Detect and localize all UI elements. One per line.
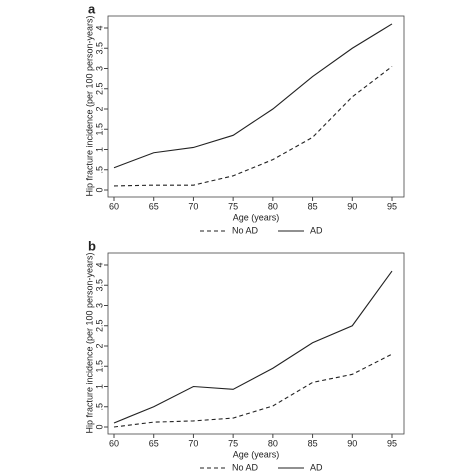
panel-label: a (88, 1, 96, 16)
y-tick-label: 4 (94, 262, 104, 267)
plot-frame (107, 15, 405, 198)
x-tick-label: 95 (387, 438, 397, 448)
y-tick-label: 2.5 (94, 82, 104, 95)
x-tick-label: 70 (188, 201, 198, 211)
y-tick-label: 0 (94, 187, 104, 192)
line-series (113, 66, 393, 187)
x-tick-label: 90 (347, 438, 357, 448)
y-tick-label: 2.5 (94, 319, 104, 332)
panel-label: b (88, 238, 96, 253)
y-tick-label: 4 (94, 25, 104, 30)
legend-label: AD (310, 462, 323, 472)
y-tick-label: .5 (94, 166, 104, 174)
x-tick-label: 80 (268, 201, 278, 211)
x-tick-label: 70 (188, 438, 198, 448)
legend-label: No AD (232, 462, 259, 472)
legend-label: No AD (232, 225, 259, 235)
y-tick-label: 3 (94, 303, 104, 308)
y-tick-label: 1 (94, 384, 104, 389)
y-tick-label: 3.5 (94, 42, 104, 55)
line-series (113, 353, 393, 428)
x-tick-label: 90 (347, 201, 357, 211)
y-tick-label: 2 (94, 343, 104, 348)
line-series (113, 270, 393, 424)
y-tick-label: 1 (94, 147, 104, 152)
x-axis-title: Age (years) (233, 449, 280, 459)
line-series (113, 23, 393, 169)
x-axis-title: Age (years) (233, 212, 280, 222)
y-axis-title: Hip fracture incidence (per 100 person-y… (84, 15, 94, 196)
y-tick-label: 0 (94, 424, 104, 429)
y-tick-label: 3.5 (94, 279, 104, 292)
y-tick-label: 2 (94, 106, 104, 111)
x-tick-label: 85 (308, 438, 318, 448)
x-tick-label: 75 (228, 201, 238, 211)
y-axis-title: Hip fracture incidence (per 100 person-y… (84, 252, 94, 433)
plot-frame (107, 252, 405, 435)
y-tick-label: 1.5 (94, 360, 104, 373)
x-tick-label: 65 (149, 201, 159, 211)
x-tick-label: 65 (149, 438, 159, 448)
legend-label: AD (310, 225, 323, 235)
x-tick-label: 95 (387, 201, 397, 211)
y-tick-label: .5 (94, 403, 104, 411)
x-tick-label: 85 (308, 201, 318, 211)
x-tick-label: 60 (109, 438, 119, 448)
x-tick-label: 60 (109, 201, 119, 211)
x-tick-label: 80 (268, 438, 278, 448)
y-tick-label: 3 (94, 66, 104, 71)
y-tick-label: 1.5 (94, 123, 104, 136)
x-tick-label: 75 (228, 438, 238, 448)
